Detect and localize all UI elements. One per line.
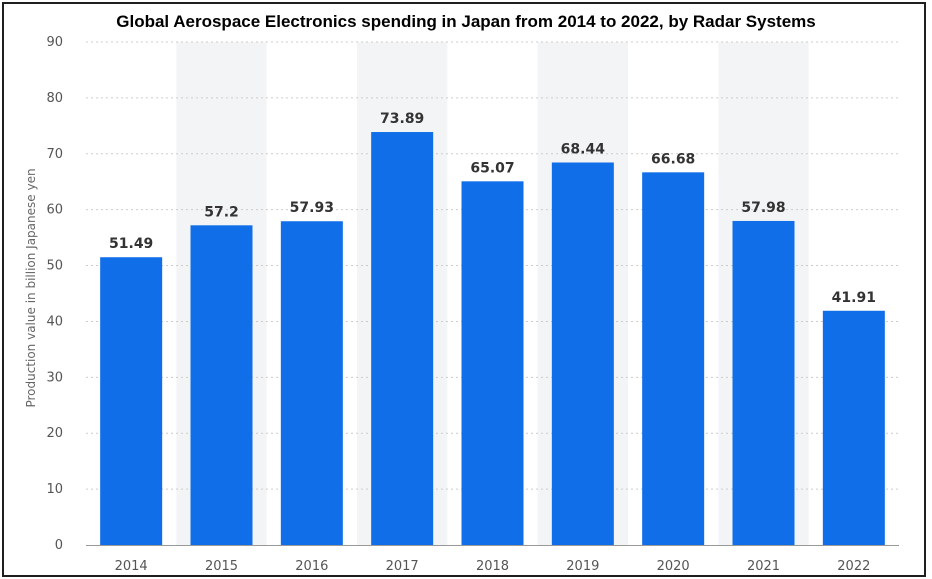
bars: [100, 132, 885, 546]
data-label: 65.07: [470, 160, 514, 176]
bar: [642, 172, 705, 545]
x-tick-label: 2021: [747, 559, 780, 574]
chart-title: Global Aerospace Electronics spending in…: [116, 12, 816, 31]
x-tick-labels: 2014 2015 2016 2017 2018 2019 2020 2021 2022: [115, 559, 871, 574]
x-tick-label: 2014: [115, 559, 148, 574]
y-tick-label: 70: [46, 147, 63, 162]
y-tick-label: 40: [46, 314, 63, 329]
x-tick-label: 2017: [386, 559, 419, 574]
x-tick-label: 2018: [476, 559, 509, 574]
x-tick-label: 2016: [295, 559, 328, 574]
data-label: 73.89: [380, 111, 424, 127]
x-tick-label: 2015: [205, 559, 238, 574]
y-tick-label: 30: [46, 370, 63, 385]
bar: [822, 310, 885, 545]
bar: [371, 132, 434, 546]
bar: [732, 220, 795, 545]
y-tick-label: 60: [46, 203, 63, 218]
y-tick-label: 0: [55, 538, 63, 553]
y-tick-label: 20: [46, 426, 63, 441]
data-labels: 51.49 57.2 57.93 73.89 65.07 68.44 66.68 57.98 4…: [109, 111, 876, 306]
bar: [280, 221, 343, 546]
data-label: 51.49: [109, 236, 153, 252]
y-tick-labels: 0 10 20 30 40 50 60 70 80 90: [46, 35, 63, 553]
data-label: 57.2: [204, 204, 239, 220]
data-label: 57.98: [741, 200, 785, 216]
data-label: 66.68: [651, 151, 695, 167]
y-tick-label: 10: [46, 482, 63, 497]
bar: [461, 181, 524, 545]
x-tick-label: 2022: [837, 559, 870, 574]
bar: [190, 225, 253, 545]
y-tick-label: 50: [46, 259, 63, 274]
data-label: 57.93: [290, 200, 334, 216]
x-tick-label: 2020: [657, 559, 690, 574]
y-tick-label: 90: [46, 35, 63, 50]
bar: [551, 162, 614, 545]
bar: [100, 257, 163, 545]
y-tick-label: 80: [46, 91, 63, 106]
x-tick-label: 2019: [566, 559, 599, 574]
data-label: 68.44: [561, 141, 606, 157]
data-label: 41.91: [832, 290, 876, 306]
